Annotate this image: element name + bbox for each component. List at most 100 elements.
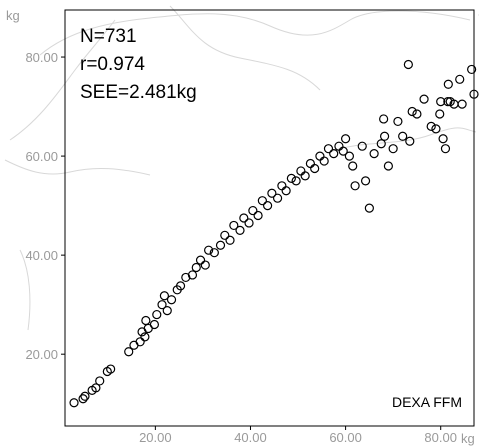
x-tick-label: 40.00 [234,430,267,445]
data-point [467,64,477,75]
data-point [407,106,417,117]
data-point [140,332,150,342]
plot-frame [64,9,475,427]
data-point [106,364,116,374]
x-tick-label: 80.00 [424,430,457,445]
data-point [436,97,446,107]
data-point [310,163,320,174]
x-axis-unit: kg [461,431,475,446]
data-point [166,295,177,305]
data-point [419,94,429,104]
data-point [291,176,301,186]
data-point [438,134,448,144]
y-tick-label: 60.00 [25,149,58,164]
data-point [323,144,334,154]
data-point [393,116,403,127]
data-point [204,245,214,255]
data-point [443,97,453,107]
data-point [469,89,479,99]
data-point [379,114,389,124]
data-point [162,306,172,316]
data-point [257,196,267,206]
x-axis-title: DEXA FFM [392,394,462,410]
data-point [95,376,105,386]
data-point [338,146,348,156]
data-point [80,391,90,401]
x-axis-ticks: 20.00 40.00 60.00 80.00 [139,426,457,445]
stat-see: SEE=2.481kg [80,82,197,103]
data-point [267,188,277,198]
data-point [272,193,283,203]
data-point [244,218,254,228]
data-point [281,186,291,196]
data-point [286,173,296,183]
y-tick-label: 20.00 [25,347,58,362]
data-point [405,136,415,146]
data-point [350,181,360,191]
data-point [455,74,465,84]
data-point [344,151,354,161]
data-point [376,139,386,149]
data-point [187,270,198,280]
data-point [229,220,239,231]
x-tick-label: 60.00 [329,430,362,445]
data-point [69,398,79,408]
data-point [78,394,88,404]
x-tick-label: 20.00 [139,430,172,445]
data-point [329,149,339,159]
y-tick-label: 40.00 [25,248,58,263]
data-point [426,121,436,131]
data-point [412,109,422,119]
data-point [239,213,249,223]
data-point [277,181,287,191]
data-point [191,262,201,273]
data-point [435,109,445,119]
data-point [253,210,263,221]
stat-n: N=731 [80,26,137,47]
data-point [141,315,151,326]
y-axis-ticks: 20.00 40.00 60.00 80.00 [25,50,65,362]
data-point [431,124,441,134]
data-point [220,230,230,240]
y-tick-label: 80.00 [25,50,58,65]
stat-r: r=0.974 [80,54,145,75]
data-point [225,235,235,245]
data-point [200,260,210,270]
data-point [195,255,206,265]
y-axis-unit: kg [6,8,20,23]
data-point [388,144,398,154]
data-point [235,225,245,235]
background-map-lines [4,5,477,331]
data-point [443,79,453,89]
data-point [296,166,306,176]
data-point [262,201,273,211]
data-point [319,156,329,166]
data-point [315,151,325,161]
data-point [360,176,371,186]
data-point [383,161,393,171]
data-point [340,134,351,144]
data-point [175,281,186,291]
data-point [215,240,226,250]
data-point [357,141,367,151]
data-point [305,158,315,169]
data-point [369,149,379,159]
data-point [209,248,219,258]
data-point [364,203,374,213]
data-point [403,59,413,70]
data-point [149,319,160,330]
data-point [379,131,390,141]
data-point [91,383,101,393]
data-point [300,171,310,181]
data-point [135,337,145,347]
data-point [159,291,169,301]
data-point [157,300,167,310]
data-point [248,205,258,216]
data-point [124,347,134,357]
data-point [348,161,358,171]
data-points [69,14,479,408]
data-point [440,144,451,154]
data-point [152,309,162,320]
data-point [457,99,467,109]
